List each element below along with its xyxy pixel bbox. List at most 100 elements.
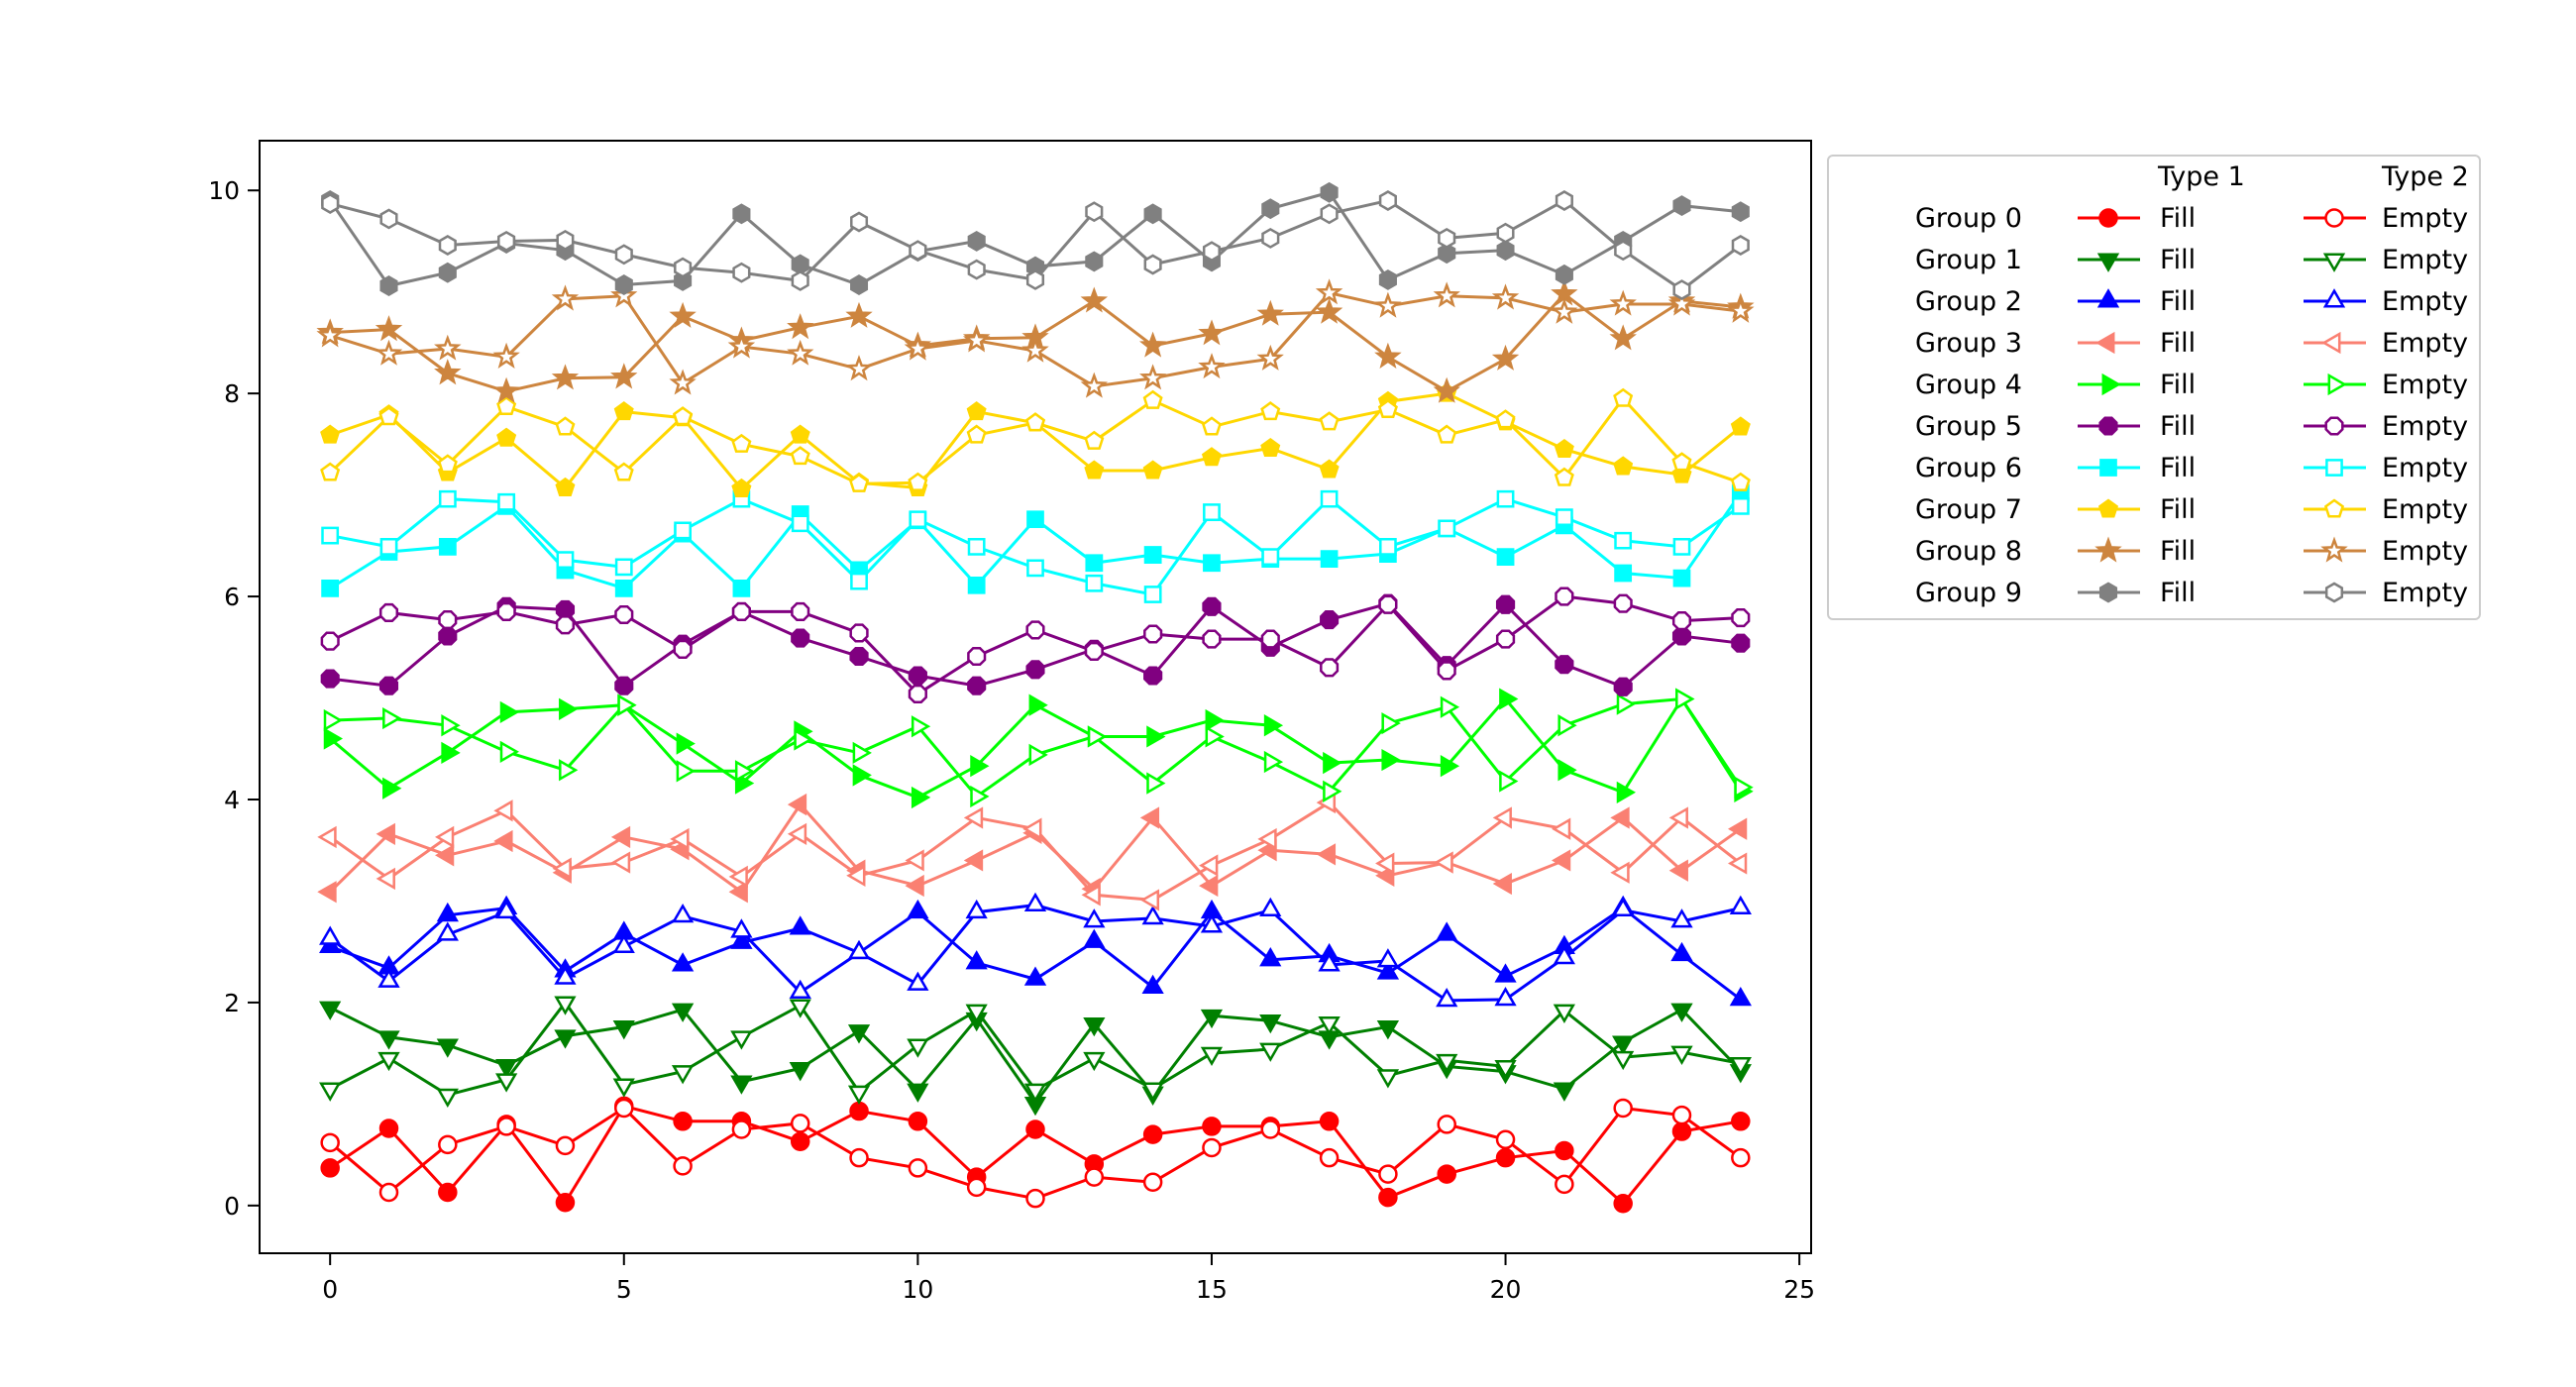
legend-group-label: Group 7: [1915, 494, 2022, 525]
data-point: [1731, 201, 1750, 223]
data-point: [438, 262, 457, 283]
data-point: [1320, 203, 1339, 225]
legend-fill-marker: [2097, 498, 2119, 518]
data-point: [1376, 948, 1400, 968]
legend-group-label: Group 9: [1915, 578, 2022, 608]
series-group7-empty: [320, 387, 1751, 492]
data-point: [1316, 843, 1337, 866]
data-point: [1671, 1121, 1692, 1141]
data-point: [727, 332, 756, 359]
data-point: [1436, 1053, 1458, 1074]
data-point: [1198, 353, 1226, 379]
data-point: [1320, 610, 1340, 630]
legend-header-type1: Type 1: [2157, 161, 2245, 192]
series-group2-fill: [319, 895, 1752, 1007]
data-point: [1734, 776, 1754, 799]
series-group4-fill: [323, 688, 1754, 809]
data-point: [966, 424, 987, 444]
data-point: [378, 1119, 399, 1138]
data-point: [1433, 281, 1460, 308]
data-point: [1437, 1115, 1456, 1134]
data-point: [614, 676, 634, 695]
data-point: [1261, 198, 1280, 220]
data-point: [556, 551, 575, 570]
legend-row-group3: Group 3 Fill Empty: [1915, 328, 2468, 359]
data-point: [730, 1075, 753, 1095]
data-point: [320, 462, 341, 481]
data-point: [1381, 748, 1401, 772]
data-point: [730, 929, 753, 949]
data-point: [1614, 564, 1633, 583]
data-point: [731, 433, 752, 453]
data-point: [845, 301, 873, 328]
series-group3-empty: [317, 791, 1748, 911]
data-point: [610, 825, 631, 849]
data-point: [909, 240, 927, 262]
data-point: [789, 999, 811, 1018]
data-point: [378, 1182, 399, 1203]
data-point: [670, 827, 690, 851]
data-point: [1378, 594, 1398, 614]
data-point: [908, 1112, 928, 1131]
data-point: [438, 537, 457, 556]
data-point: [965, 950, 988, 970]
data-point: [852, 741, 872, 764]
data-point: [967, 646, 987, 667]
data-point: [320, 424, 341, 444]
data-point: [911, 715, 931, 738]
data-point: [1491, 283, 1520, 310]
legend-fill-marker: [2099, 459, 2117, 477]
series-group5-empty: [320, 587, 1751, 703]
x-tick-label: 0: [322, 1275, 338, 1304]
data-point: [378, 602, 399, 623]
data-point: [1374, 291, 1402, 318]
data-point: [1025, 620, 1045, 640]
legend-frame: [1827, 155, 2481, 620]
data-point: [1438, 243, 1456, 265]
data-point: [791, 269, 809, 291]
data-point: [1025, 660, 1045, 680]
data-point: [850, 274, 869, 295]
data-point: [438, 610, 458, 630]
data-point: [1084, 1167, 1105, 1187]
data-point: [1670, 908, 1693, 928]
data-point: [555, 416, 576, 436]
legend-group-label: Group 2: [1915, 286, 2022, 317]
data-point: [1610, 806, 1630, 829]
data-point: [317, 881, 337, 904]
data-point: [319, 1082, 342, 1102]
data-point: [1496, 489, 1515, 508]
data-point: [1198, 319, 1226, 346]
data-point: [1378, 190, 1397, 211]
data-point: [1319, 1112, 1340, 1131]
data-point: [790, 446, 810, 466]
data-point: [1731, 633, 1751, 653]
legend-empty-marker: [2324, 582, 2344, 603]
data-point: [377, 968, 400, 988]
data-point: [1143, 586, 1162, 603]
y-tick-label: 10: [208, 176, 240, 205]
data-point: [1080, 286, 1109, 313]
data-point: [559, 759, 579, 782]
data-point: [436, 1088, 459, 1108]
data-point: [970, 755, 990, 778]
data-point: [1616, 781, 1636, 803]
data-point: [1083, 1017, 1106, 1037]
data-point: [1437, 661, 1456, 681]
data-point: [1256, 344, 1284, 371]
data-point: [1200, 913, 1224, 933]
data-point: [1202, 241, 1221, 263]
data-point: [317, 825, 337, 849]
data-point: [849, 1147, 869, 1168]
data-point: [435, 825, 455, 849]
data-point: [1491, 344, 1520, 371]
data-point: [554, 965, 577, 985]
data-point: [1200, 1046, 1224, 1066]
data-point: [323, 708, 343, 732]
data-point: [1613, 677, 1633, 696]
data-point: [438, 1182, 458, 1203]
legend: Type 1 Type 2 Group 0 Fill Empty Group 1 Fil…: [1827, 155, 2481, 620]
series-group4-empty: [323, 688, 1754, 808]
data-point: [787, 313, 814, 340]
legend-group-label: Group 5: [1915, 411, 2022, 442]
